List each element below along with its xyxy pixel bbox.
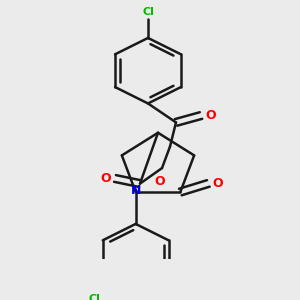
Text: N: N: [130, 184, 141, 197]
Text: Cl: Cl: [89, 294, 101, 300]
Text: O: O: [155, 175, 165, 188]
Text: O: O: [100, 172, 111, 185]
Text: O: O: [212, 177, 223, 190]
Text: Cl: Cl: [142, 7, 154, 17]
Text: O: O: [205, 109, 216, 122]
